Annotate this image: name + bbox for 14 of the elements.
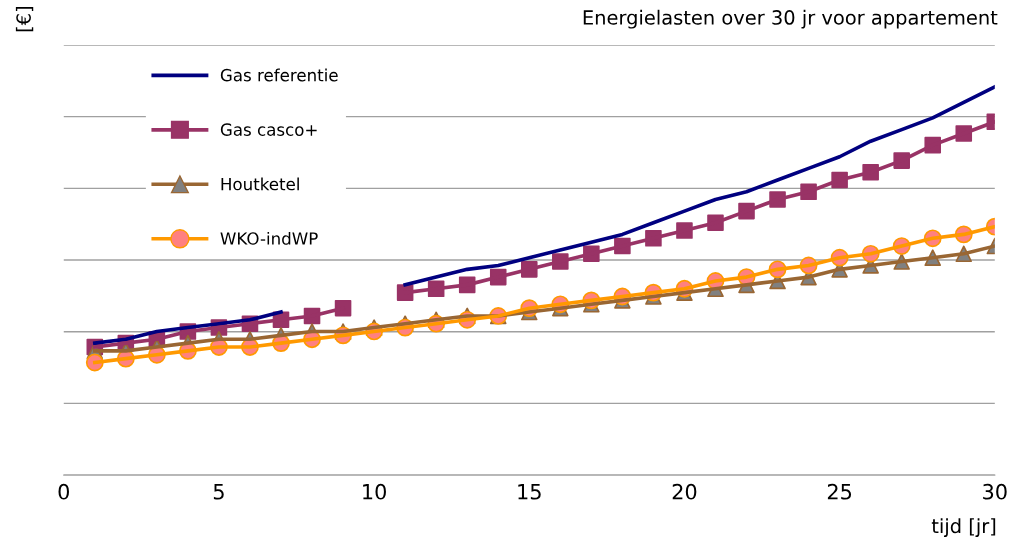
x-tick-label: 20 [672, 483, 697, 500]
x-tick-label: 30 [983, 483, 1007, 500]
x-tick-label: 5 [213, 484, 224, 500]
x-axis-title: tijd [jr] [931, 518, 996, 538]
y-axis-title: [€] [15, 7, 34, 32]
legend-label: WKO-indWP [220, 231, 318, 245]
x-tick-label: 0 [58, 483, 69, 500]
x-tick-label: 10 [363, 483, 386, 500]
legend-label: Gas referentie [220, 68, 338, 82]
legend-label: Gas casco+ [220, 123, 317, 136]
chart-title: Energielasten over 30 jr voor appartement [583, 9, 998, 29]
x-tick-label: 15 [518, 484, 541, 500]
x-tick-label: 25 [827, 483, 852, 500]
legend-label: Houtketel [221, 177, 299, 191]
